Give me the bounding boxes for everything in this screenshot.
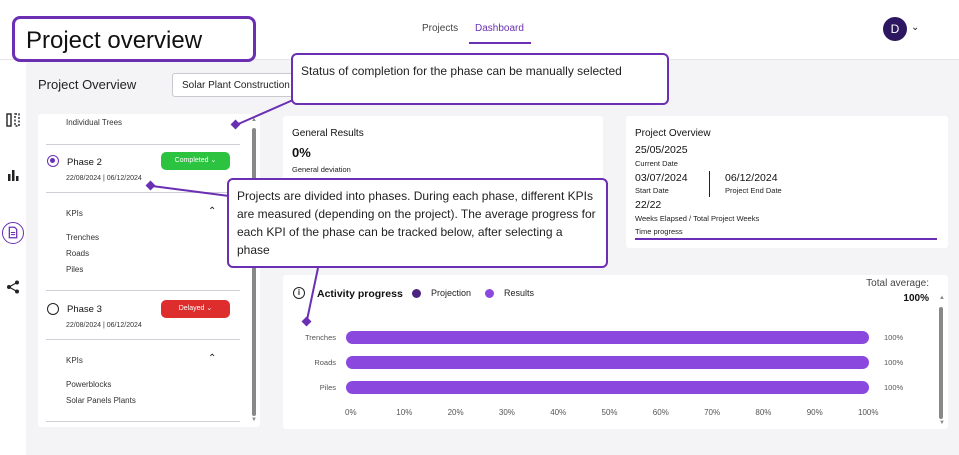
bar-value-label: 100% bbox=[884, 358, 904, 367]
project-overview-card: Project Overview 25/05/2025 Current Date… bbox=[626, 116, 948, 248]
x-tick-label: 50% bbox=[601, 408, 618, 417]
x-tick-label: 20% bbox=[447, 408, 464, 417]
status-callout: Status of completion for the phase can b… bbox=[291, 53, 669, 105]
scroll-up-icon[interactable]: ▲ bbox=[251, 117, 257, 123]
phase-3-name: Phase 3 bbox=[67, 304, 102, 315]
kpi-item: Powerblocks bbox=[66, 380, 112, 389]
general-deviation-value: 0% bbox=[292, 145, 311, 160]
legend-projection-dot bbox=[412, 289, 421, 298]
x-tick-label: 90% bbox=[806, 408, 823, 417]
x-tick-label: 40% bbox=[550, 408, 567, 417]
bar-category-label: Roads bbox=[314, 358, 336, 367]
general-deviation-label: General deviation bbox=[292, 165, 351, 174]
phase-2-radio[interactable] bbox=[47, 155, 59, 167]
project-select[interactable]: Solar Plant Construction bbox=[172, 73, 302, 97]
bar-piles bbox=[346, 381, 869, 394]
chevron-up-icon[interactable]: ⌃ bbox=[208, 353, 217, 364]
card-title: General Results bbox=[292, 128, 364, 139]
date-separator bbox=[709, 171, 710, 197]
x-tick-label: 0% bbox=[345, 408, 357, 417]
kpi-item: Trenches bbox=[66, 233, 100, 242]
divider bbox=[46, 144, 240, 145]
divider bbox=[46, 192, 240, 193]
scroll-up-icon[interactable]: ▲ bbox=[939, 295, 945, 301]
x-tick-label: 70% bbox=[704, 408, 721, 417]
scroll-down-icon[interactable]: ▼ bbox=[251, 417, 257, 423]
x-tick-label: 100% bbox=[858, 408, 879, 417]
kpi-item: Solar Panels Plants bbox=[66, 396, 136, 405]
card-title: Project Overview bbox=[635, 128, 711, 139]
weeks-value: 22/22 bbox=[635, 199, 662, 211]
left-rail bbox=[0, 60, 26, 455]
start-date-value: 03/07/2024 bbox=[635, 172, 688, 184]
activity-title: Activity progress bbox=[317, 288, 403, 300]
current-date-label: Current Date bbox=[635, 159, 678, 168]
share-icon[interactable] bbox=[4, 278, 22, 296]
phase-2-dates: 22/08/2024 | 06/12/2024 bbox=[66, 175, 142, 182]
total-average-value: 100% bbox=[903, 293, 929, 304]
avatar[interactable]: D bbox=[883, 17, 907, 41]
activity-progress-card: i Activity progress Projection Results T… bbox=[283, 275, 948, 429]
scrollbar-thumb[interactable] bbox=[252, 128, 256, 416]
divider bbox=[46, 421, 240, 422]
bar-chart-icon[interactable] bbox=[4, 166, 22, 184]
bar-roads bbox=[346, 356, 869, 369]
total-average-label: Total average: bbox=[866, 278, 929, 289]
general-results-card: General Results 0% General deviation bbox=[283, 116, 603, 186]
kpi-item: Piles bbox=[66, 265, 84, 274]
status-label: Delayed bbox=[178, 305, 205, 312]
x-tick-label: 60% bbox=[652, 408, 669, 417]
info-icon[interactable]: i bbox=[293, 287, 305, 299]
tab-projects[interactable]: Projects bbox=[422, 23, 459, 34]
chevron-down-icon[interactable]: ⌄ bbox=[911, 22, 920, 33]
activity-scrollbar[interactable] bbox=[939, 307, 943, 419]
current-date-value: 25/05/2025 bbox=[635, 144, 688, 156]
bar-category-label: Piles bbox=[319, 383, 336, 392]
kpi-item: Individual Trees bbox=[66, 118, 123, 127]
start-date-label: Start Date bbox=[635, 186, 669, 195]
page-heading: Project Overview bbox=[38, 77, 137, 92]
status-label: Completed bbox=[174, 157, 209, 164]
divider bbox=[46, 339, 240, 340]
phase-3-dates: 22/08/2024 | 06/12/2024 bbox=[66, 322, 142, 329]
phase-2-name: Phase 2 bbox=[67, 157, 102, 168]
bar-trenches bbox=[346, 331, 869, 344]
active-tab-indicator bbox=[469, 42, 531, 44]
time-progress-label: Time progress bbox=[635, 227, 683, 236]
end-date-value: 06/12/2024 bbox=[725, 172, 778, 184]
kpi-header: KPIs bbox=[66, 209, 83, 218]
split-view-icon[interactable] bbox=[4, 111, 22, 129]
end-date-label: Project End Date bbox=[725, 186, 782, 195]
phase-2-status-select[interactable]: Completed ⌄ bbox=[161, 152, 230, 170]
page-title-highlight: Project overview bbox=[12, 16, 256, 62]
phase-3-radio[interactable] bbox=[47, 303, 59, 315]
page-title: Project overview bbox=[26, 27, 203, 54]
document-icon[interactable] bbox=[2, 222, 24, 244]
bar-value-label: 100% bbox=[884, 383, 904, 392]
kpi-header: KPIs bbox=[66, 356, 83, 365]
divider bbox=[46, 290, 240, 291]
phase-3-status-select[interactable]: Delayed ⌄ bbox=[161, 300, 230, 318]
legend-projection-label: Projection bbox=[431, 288, 472, 298]
legend-results-dot bbox=[485, 289, 494, 298]
legend-results-label: Results bbox=[504, 288, 535, 298]
bar-value-label: 100% bbox=[884, 333, 904, 342]
bar-category-label: Trenches bbox=[305, 333, 336, 342]
scroll-down-icon[interactable]: ▼ bbox=[939, 420, 945, 426]
x-tick-label: 30% bbox=[498, 408, 515, 417]
phases-callout: Projects are divided into phases. During… bbox=[227, 178, 608, 268]
chevron-up-icon[interactable]: ⌃ bbox=[208, 206, 217, 217]
x-tick-label: 10% bbox=[396, 408, 413, 417]
weeks-label: Weeks Elapsed / Total Project Weeks bbox=[635, 214, 760, 223]
time-progress-fill bbox=[635, 238, 937, 240]
time-progress-track bbox=[635, 238, 937, 240]
x-tick-label: 80% bbox=[755, 408, 772, 417]
phase-list-scrollbar[interactable]: ▲ ▼ bbox=[251, 117, 257, 423]
tab-dashboard[interactable]: Dashboard bbox=[475, 23, 524, 34]
kpi-item: Roads bbox=[66, 249, 90, 258]
phase-list-panel: Individual Trees Phase 2 22/08/2024 | 06… bbox=[38, 114, 260, 427]
